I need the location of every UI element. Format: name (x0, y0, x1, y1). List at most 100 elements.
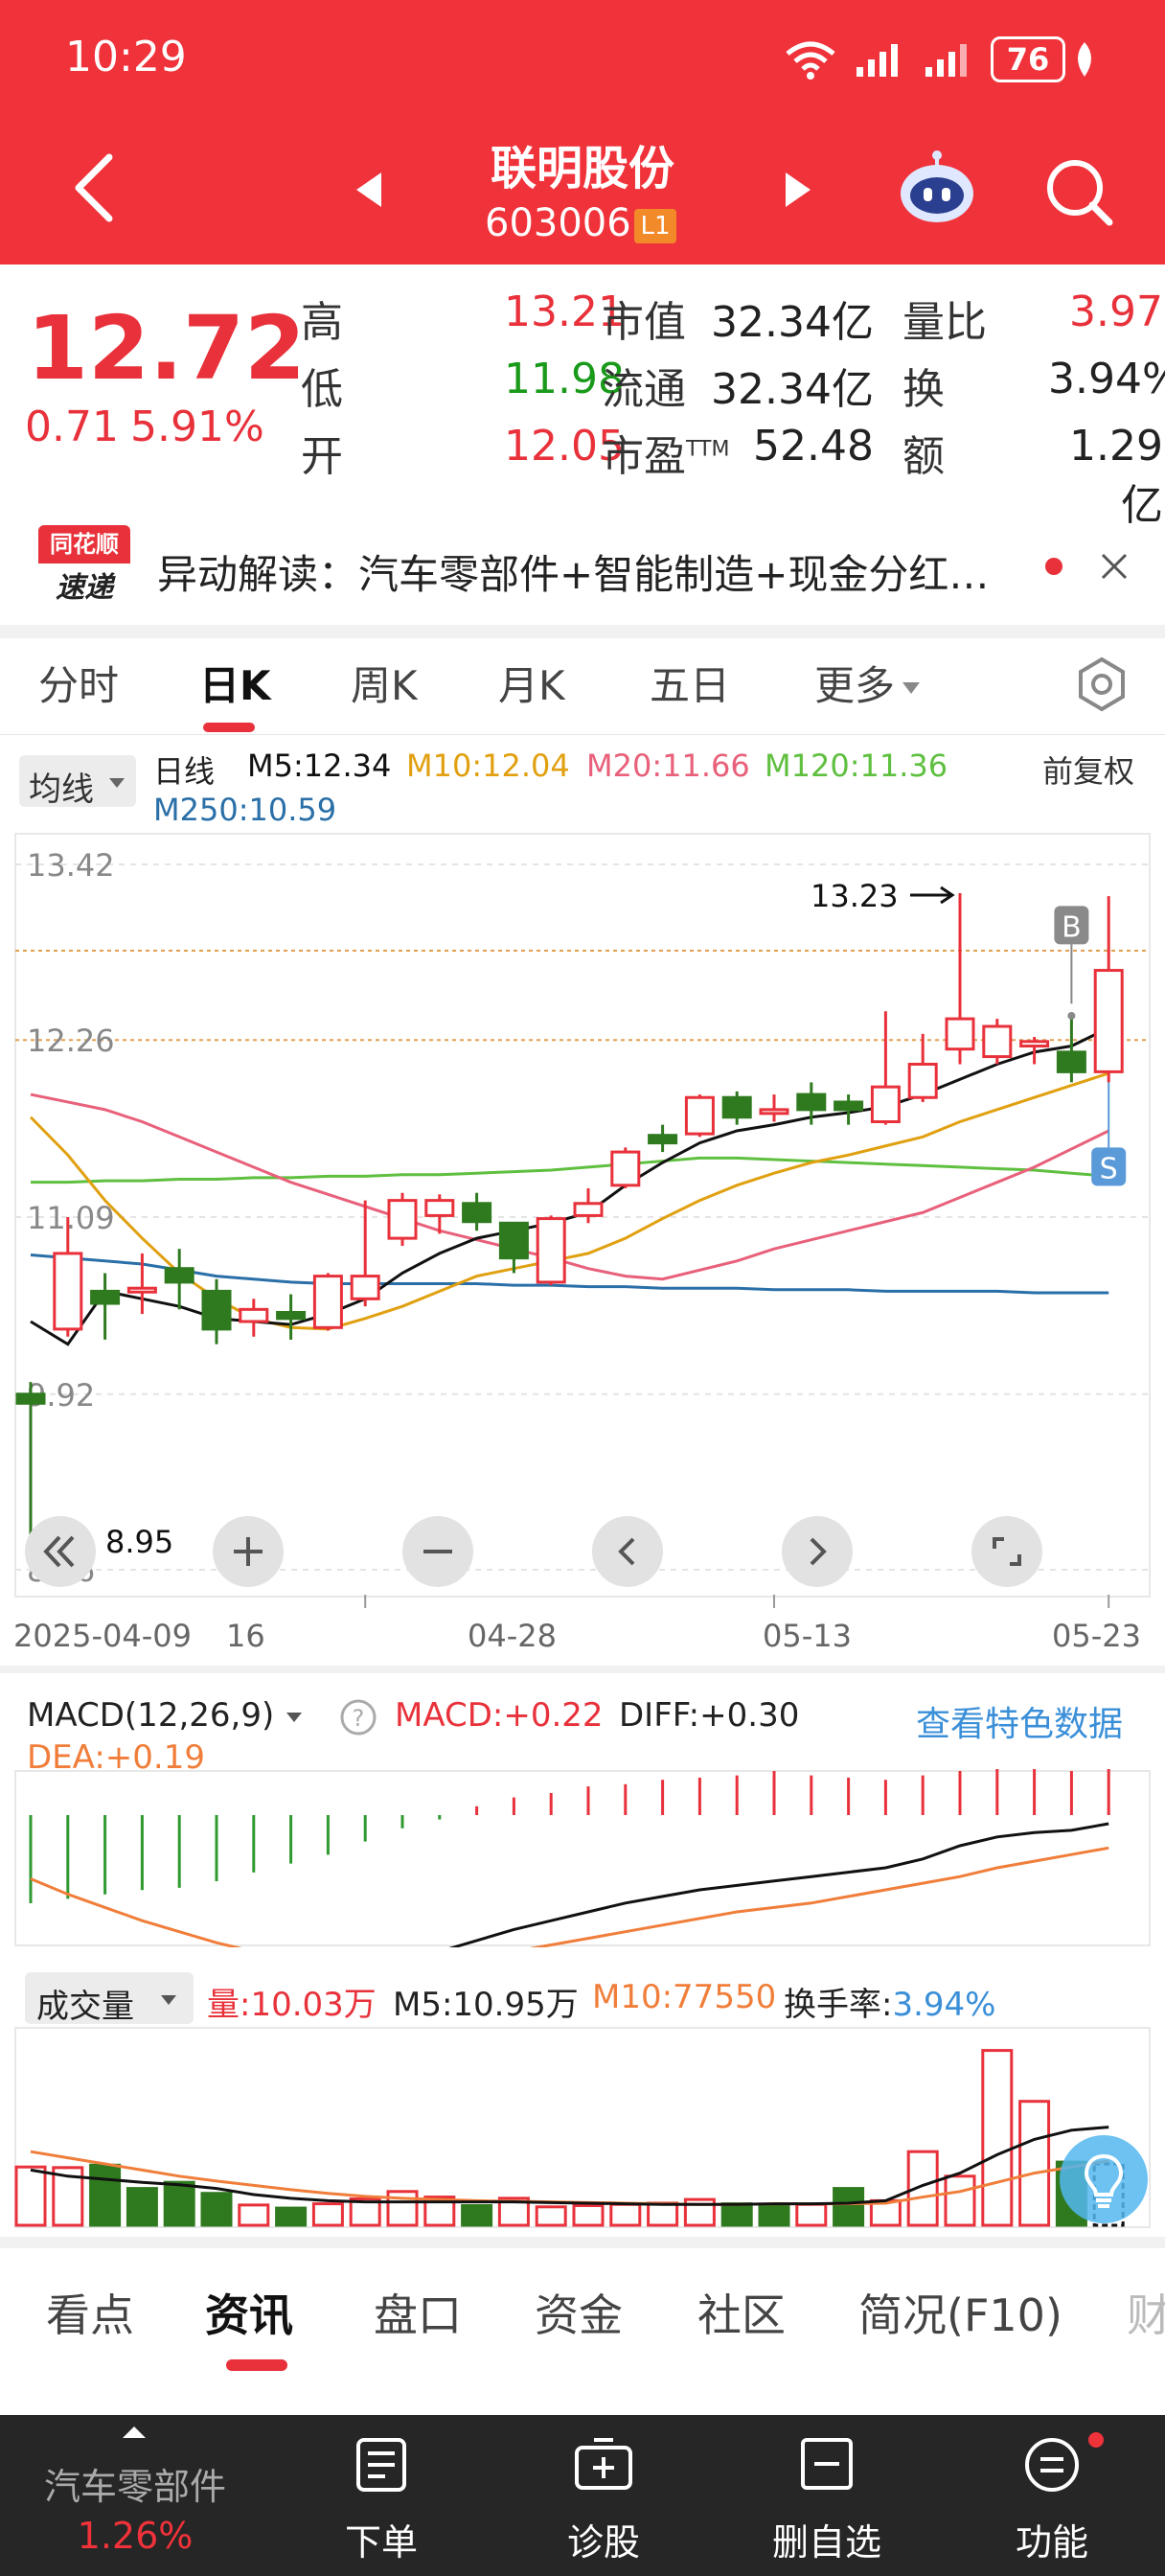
close-icon[interactable] (1100, 552, 1129, 581)
signal-icon (857, 44, 898, 77)
ma250-line (30, 1253, 1109, 1295)
news-headline[interactable]: 异动解读：汽车零部件+智能制造+现金分红… (157, 551, 990, 598)
volume-m5-line (30, 2126, 1109, 2206)
high-marker-arrow (910, 886, 955, 905)
nav-remove-label[interactable]: 删自选 (771, 2521, 881, 2564)
info-tab[interactable]: 社区 (697, 2289, 786, 2341)
x-axis-label: 05-23 (1052, 1618, 1141, 1654)
macd-frame (14, 1770, 1151, 1946)
high-marker-label: 13.23 (811, 878, 899, 914)
x-axis-label: 16 (226, 1618, 265, 1654)
kline-tab[interactable]: 周K (351, 662, 418, 709)
info-tab[interactable]: 财 (1127, 2289, 1165, 2341)
candle-body (462, 1202, 492, 1224)
remove-watchlist-icon (801, 2438, 853, 2490)
double-chevron-left-icon (43, 1535, 75, 1568)
kline-tab[interactable]: 分时 (38, 662, 120, 709)
info-tab[interactable]: 盘口 (374, 2289, 462, 2341)
candle-body (610, 1150, 641, 1187)
search-icon[interactable] (1044, 157, 1113, 226)
volume-bar (1018, 2100, 1051, 2227)
scroll-left-button[interactable] (592, 1516, 663, 1587)
macd-select[interactable]: MACD(12,26,9) (27, 1696, 304, 1735)
volume-bar (647, 2201, 679, 2227)
macd-select-label: MACD(12,26,9) (27, 1696, 275, 1735)
ma-label: M120:11.36 (765, 748, 948, 784)
volume-frame (14, 2027, 1151, 2228)
volume-value-number: 10.03万 (250, 1986, 377, 2024)
chevron-left-icon (618, 1537, 635, 1566)
kline-tab[interactable]: 日K (199, 662, 271, 709)
volume-bar (833, 2187, 865, 2227)
rewind-button[interactable] (25, 1516, 96, 1587)
next-stock-icon[interactable] (784, 171, 812, 209)
settings-hex-icon[interactable] (1073, 656, 1131, 713)
fullscreen-button[interactable] (971, 1516, 1042, 1587)
expand-up-icon[interactable] (121, 2425, 148, 2440)
buy-signal-label: B (1062, 910, 1082, 944)
fullscreen-icon (993, 1537, 1021, 1566)
quote-label: 市值 (602, 298, 686, 347)
divider (0, 2237, 1165, 2248)
zoom-in-button[interactable] (213, 1516, 284, 1587)
diagnose-icon (575, 2438, 632, 2490)
info-tab[interactable]: 资金 (535, 2289, 623, 2341)
macd-chart[interactable] (0, 1769, 1165, 1947)
divider (0, 1666, 1165, 1673)
quote-value: 3.97 (1069, 288, 1163, 336)
prev-stock-icon[interactable] (354, 171, 383, 209)
menu-icon (1025, 2438, 1079, 2492)
volume-chart[interactable] (0, 2026, 1165, 2229)
volume-select[interactable]: 成交量 (25, 1972, 194, 2026)
status-time: 10:29 (65, 33, 187, 81)
y-tick-label: 13.42 (27, 847, 115, 884)
nav-diagnose-label[interactable]: 诊股 (566, 2521, 640, 2564)
volume-bar (535, 2205, 567, 2227)
caret-down-icon (109, 778, 125, 788)
adjust-mode[interactable]: 前复权 (1042, 753, 1135, 790)
ma-label: M5:12.34 (247, 748, 392, 784)
info-tab[interactable]: 简况(F10) (858, 2289, 1062, 2341)
low-marker-label: 8.95 (105, 1524, 173, 1560)
stock-code: 603006 (485, 201, 631, 245)
info-tab[interactable]: 资讯 (205, 2289, 293, 2341)
quote-value: 1.29亿 (1069, 422, 1163, 530)
scroll-right-button[interactable] (782, 1516, 853, 1587)
candle-body (684, 1095, 715, 1136)
kline-tab[interactable]: 月K (498, 662, 565, 709)
volume-m10: M10:77550 (592, 1978, 777, 2016)
chevron-right-icon (810, 1537, 827, 1566)
candle-body (982, 1024, 1013, 1059)
nav-order-label[interactable]: 下单 (344, 2521, 418, 2564)
kline-tab[interactable]: 五日 (650, 662, 731, 709)
candle-body (387, 1199, 418, 1240)
volume-bar (14, 2165, 47, 2227)
feature-data-link[interactable]: 查看特色数据 (916, 1705, 1124, 1744)
robot-assistant-icon[interactable] (897, 148, 977, 228)
ma-select[interactable]: 均线 (19, 755, 136, 809)
battery-indicator: 76 (991, 36, 1065, 82)
quote-label: 流通 (602, 365, 686, 414)
help-icon[interactable]: ? (339, 1698, 377, 1736)
unread-dot (1045, 558, 1062, 575)
caret-down-icon (286, 1712, 303, 1722)
lightbulb-button[interactable] (1058, 2133, 1150, 2225)
candle-body (312, 1275, 343, 1329)
sector-name[interactable]: 汽车零部件 (43, 2466, 226, 2508)
zoom-out-button[interactable] (402, 1516, 473, 1587)
info-tab[interactable]: 看点 (46, 2289, 134, 2341)
quote-label: 额 (902, 432, 945, 481)
candle-body (1093, 969, 1124, 1073)
back-arrow-icon[interactable] (71, 153, 119, 222)
volume-bar (275, 2206, 308, 2227)
quote-value: 11.98 (504, 355, 625, 403)
nav-function-label[interactable]: 功能 (1015, 2521, 1088, 2564)
volume-bar (238, 2203, 270, 2227)
candle-body (870, 1085, 901, 1123)
kline-tab[interactable]: 更多 (814, 662, 896, 709)
ma120-line (31, 1156, 1109, 1184)
volume-value: 量:10.03万 (207, 1978, 377, 2025)
candle-body (350, 1275, 380, 1300)
signal-icon-2 (925, 44, 967, 77)
